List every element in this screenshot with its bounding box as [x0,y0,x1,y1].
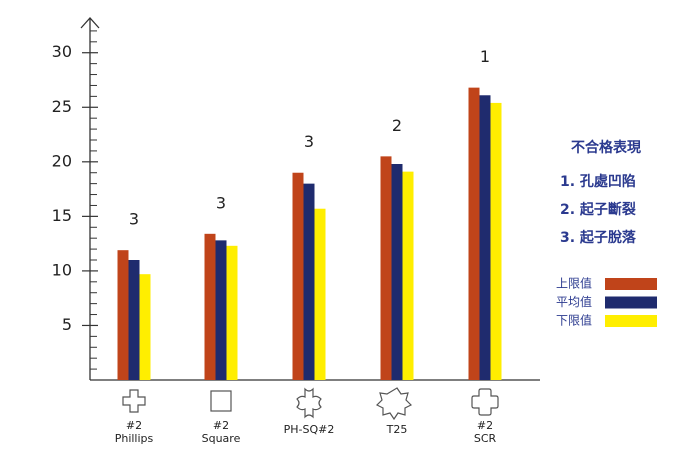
x-tick-label: T25 [386,423,408,436]
notes-title: 不合格表現 [571,139,641,156]
bar [468,87,480,381]
legend-label: 下限值 [556,313,592,328]
bar [303,183,315,380]
annotation: 3 [216,193,226,212]
annotation: 3 [304,132,314,151]
x-tick-label: #2 [126,419,142,432]
category-icons [122,387,499,421]
bar [380,156,392,380]
bar [117,250,129,380]
x-tick-label: PH-SQ#2 [284,423,335,436]
bar [391,164,403,380]
legend-label: 上限值 [556,276,592,291]
bar [314,208,326,380]
bar [292,172,304,380]
x-tick-label: #2 [477,419,493,432]
y-tick-label: 30 [52,42,72,61]
note: 3. 起子脫落 [560,229,637,246]
annotation: 3 [129,210,139,229]
bar [479,95,491,380]
phillips-icon [122,389,146,413]
bar [215,240,227,380]
bar [204,233,216,380]
annotation: 2 [392,116,402,135]
phsq-icon [296,387,322,419]
scr-icon [471,388,499,416]
bar [402,171,414,380]
square-icon [210,390,232,412]
bar [128,260,140,380]
y-tick-label: 5 [62,315,72,334]
bar [139,274,151,380]
x-tick-label: SCR [474,432,497,445]
y-tick-label: 20 [52,151,72,170]
legend-label: 平均值 [556,294,592,309]
y-tick-label: 15 [52,206,72,225]
annotation: 1 [480,47,490,66]
bar [490,102,502,380]
y-axis-arrow [80,17,100,29]
y-tick-label: 10 [52,260,72,279]
y-tick-label: 25 [52,97,72,116]
x-tick-label: Phillips [115,432,154,445]
t25-icon [375,387,413,421]
x-tick-label: #2 [213,419,229,432]
note: 1. 孔處凹陷 [560,173,636,190]
bar [226,245,238,380]
note: 2. 起子斷裂 [560,201,636,218]
x-tick-label: Square [202,432,241,445]
legend-swatch [605,296,657,309]
legend-swatch [605,315,657,327]
legend-swatch [605,278,657,290]
